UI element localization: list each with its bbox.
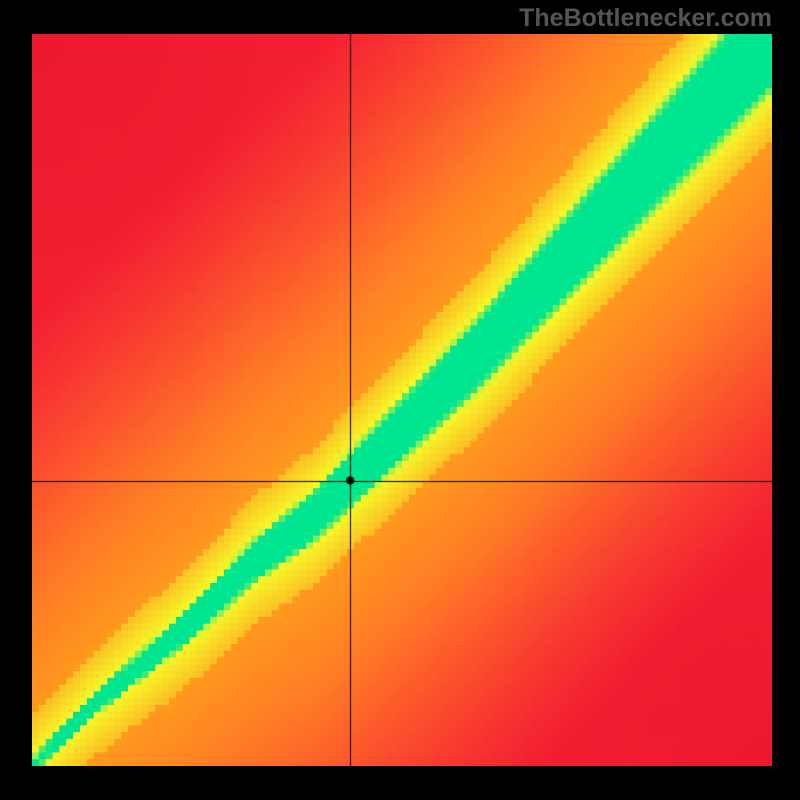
bottleneck-heatmap (32, 34, 772, 766)
watermark-text: TheBottlenecker.com (519, 4, 772, 33)
chart-container: { "chart": { "type": "heatmap", "outer":… (0, 0, 800, 800)
